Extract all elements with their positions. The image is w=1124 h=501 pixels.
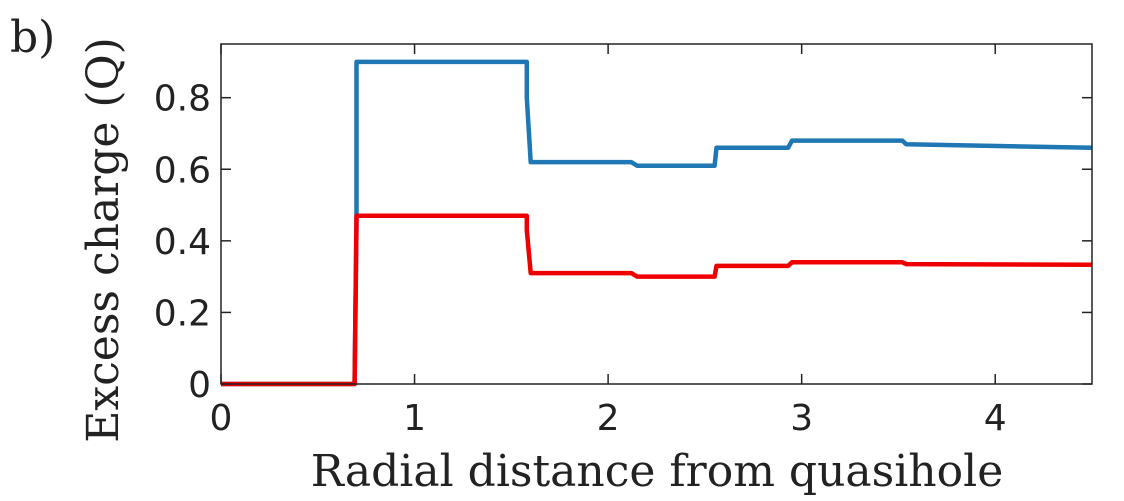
- x-tick-label: 3: [790, 398, 813, 439]
- series-layer: [221, 59, 1093, 387]
- y-tick-label: 0.4: [154, 222, 211, 263]
- series-line-2: [221, 213, 1093, 387]
- x-tick-label: 4: [984, 398, 1007, 439]
- y-axis-title: Excess charge (Q): [78, 37, 129, 443]
- x-tick-label: 0: [210, 398, 233, 439]
- plot-frame: [220, 43, 1093, 385]
- panel-label: b): [10, 12, 55, 63]
- tick-layer: 0 1 2 3 4 0 0.2 0.4 0.6 0.8: [154, 44, 1092, 439]
- x-axis-title: Radial distance from quasihole: [311, 446, 1003, 497]
- x-tick-label: 1: [403, 398, 426, 439]
- y-tick-label: 0.2: [154, 293, 211, 334]
- y-tick-label: 0: [188, 365, 211, 406]
- y-tick-label: 0.8: [154, 79, 211, 120]
- y-tick-label: 0.6: [154, 150, 211, 191]
- series-line-1: [221, 59, 1093, 387]
- x-tick-label: 2: [597, 398, 620, 439]
